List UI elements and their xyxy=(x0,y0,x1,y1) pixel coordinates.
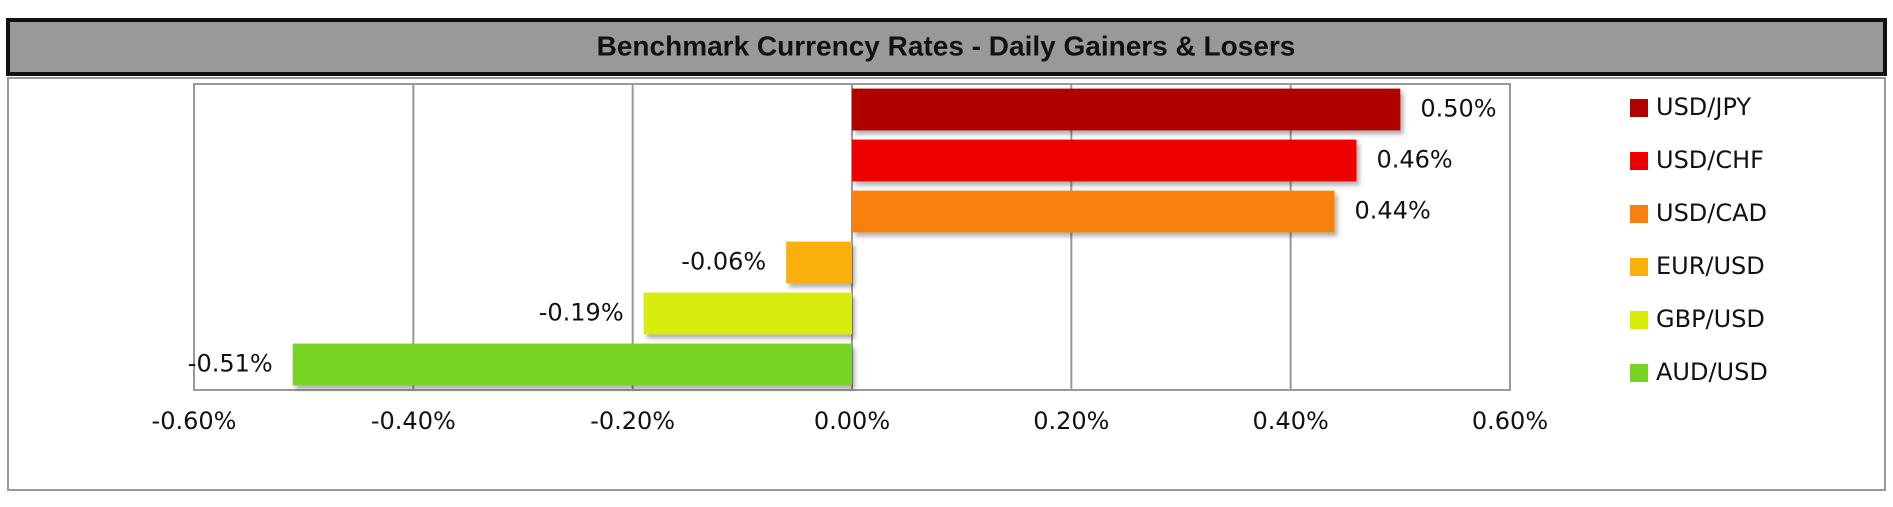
legend-label: USD/CAD xyxy=(1656,199,1767,227)
x-tick-label: 0.60% xyxy=(1472,407,1548,435)
legend-swatch xyxy=(1630,99,1648,117)
chart-title: Benchmark Currency Rates - Daily Gainers… xyxy=(597,30,1296,61)
legend-label: USD/JPY xyxy=(1656,93,1751,121)
legend-swatch xyxy=(1630,364,1648,382)
legend-label: EUR/USD xyxy=(1656,252,1765,280)
value-label: -0.51% xyxy=(188,350,273,378)
value-label: -0.19% xyxy=(539,299,624,327)
legend-swatch xyxy=(1630,152,1648,170)
bar xyxy=(852,88,1401,131)
title-bar xyxy=(6,18,1887,76)
bar xyxy=(786,241,852,284)
x-tick-label: 0.00% xyxy=(814,407,890,435)
value-label: 0.50% xyxy=(1420,95,1496,123)
legend-label: GBP/USD xyxy=(1656,305,1765,333)
legend-label: USD/CHF xyxy=(1656,146,1764,174)
value-label: 0.46% xyxy=(1376,146,1452,174)
value-label: -0.06% xyxy=(681,248,766,276)
value-label: 0.44% xyxy=(1355,197,1431,225)
bar xyxy=(643,292,852,335)
legend-label: AUD/USD xyxy=(1656,358,1768,386)
bar xyxy=(292,343,852,386)
x-tick-label: 0.20% xyxy=(1033,407,1109,435)
x-tick-label: -0.40% xyxy=(371,407,456,435)
x-tick-label: 0.40% xyxy=(1253,407,1329,435)
bar xyxy=(852,139,1357,182)
x-tick-label: -0.60% xyxy=(152,407,237,435)
x-tick-label: -0.20% xyxy=(590,407,675,435)
legend-swatch xyxy=(1630,205,1648,223)
bar xyxy=(852,190,1335,233)
legend-swatch xyxy=(1630,258,1648,276)
legend-swatch xyxy=(1630,311,1648,329)
